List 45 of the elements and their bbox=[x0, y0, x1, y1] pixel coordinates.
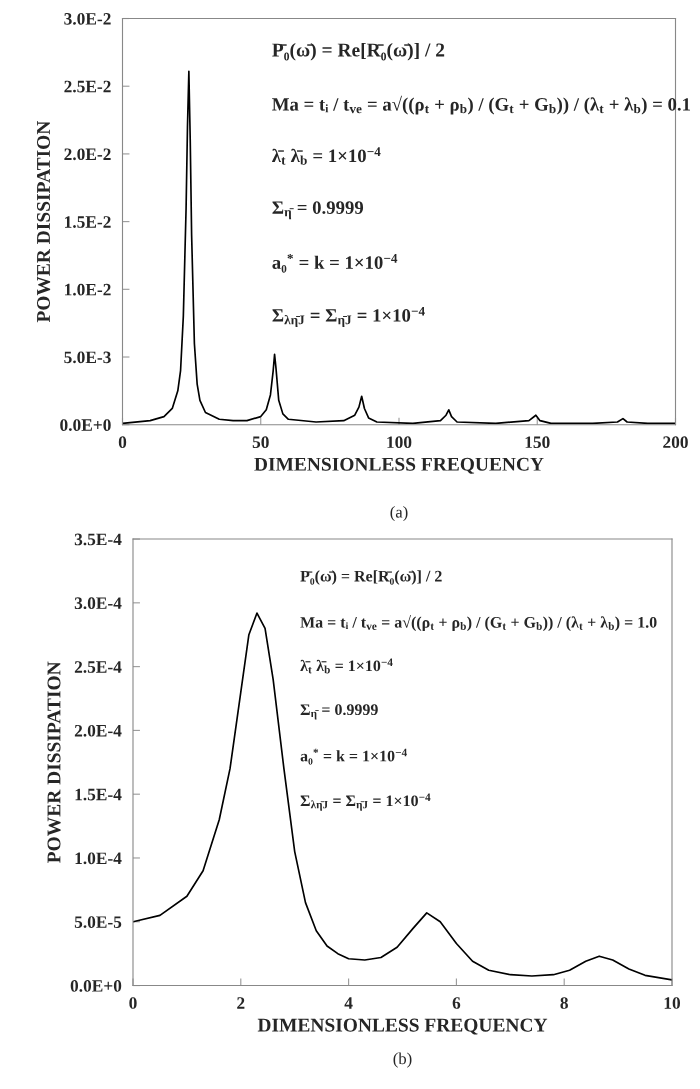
y-tick-label: 1.0E-4 bbox=[75, 852, 122, 865]
y-axis-title: POWER DISSIPATION bbox=[36, 120, 51, 323]
annotation: λ̄$_{t}$ λ̄$_{b}$ = 1×10$^{−4}$ bbox=[272, 147, 381, 165]
y-tick-label: 0.0E+0 bbox=[60, 419, 111, 431]
y-tick-label: 1.0E-2 bbox=[65, 283, 111, 296]
annotation: Σ$_{η̄}$ = 0.9999 bbox=[300, 704, 378, 720]
text: (a) bbox=[390, 505, 408, 522]
text: (b) bbox=[393, 1052, 412, 1068]
y-tick-label: 5.0E-5 bbox=[74, 916, 122, 929]
annotation: Σ$_{λη̄J}$ = Σ$_{η̄J}$ = 1×10$^{−4}$ bbox=[300, 793, 431, 811]
x-tick-label: 50 bbox=[252, 436, 269, 449]
y-tick-label: 5.0E-3 bbox=[64, 351, 111, 364]
y-tick-label: 0.0E+0 bbox=[70, 980, 122, 992]
y-tick-label: 2.5E-2 bbox=[64, 80, 111, 93]
x-axis-title: DIMENSIONLESS FREQUENCY bbox=[254, 457, 544, 474]
annotation: Σ$_{η̄}$ = 0.9999 bbox=[272, 201, 364, 220]
text: Ma = tᵢ / t$_{ve}$ = a√((ρ$_{t}$ + ρ$_{b}$) / (G$_{t}$ + G$_{b}$)) / (λ$_{t}$ + λ$_{b}$) = 1.0 bbox=[300, 614, 657, 631]
y-axis-title: POWER DISSIPATION bbox=[47, 661, 61, 863]
annotation: λ̄$_{t}$ λ̄$_{b}$ = 1×10$^{−4}$ bbox=[300, 658, 393, 674]
x-tick-label: 0 bbox=[118, 436, 127, 449]
y-tick-label: 3.0E-2 bbox=[64, 12, 111, 25]
annotation: P̄₀(ω̄) = Re[R̄₀(ω̄)] / 2 bbox=[300, 570, 442, 585]
y-tick-label: 2.5E-4 bbox=[74, 661, 122, 673]
y-tick-label: 1.5E-2 bbox=[65, 216, 111, 228]
y-tick-label: 3.5E-4 bbox=[74, 533, 122, 546]
x-tick-label: 10 bbox=[664, 997, 681, 1009]
text: Ma = tᵢ / t$_{ve}$ = a√((ρ$_{t}$ + ρ$_{b}$) / (G$_{t}$ + G$_{b}$)) / (λ$_{t}$ + λ$_{b}$) = 0.1 bbox=[272, 95, 691, 115]
x-tick-label: 0 bbox=[129, 997, 137, 1009]
line-series bbox=[133, 612, 672, 981]
x-tick-label: 2 bbox=[237, 997, 245, 1009]
x-tick-label: 100 bbox=[387, 436, 412, 449]
x-tick-label: 150 bbox=[525, 436, 550, 449]
y-tick-label: 2.0E-4 bbox=[74, 724, 122, 737]
annotation: a₀$^{*}$ = k = 1×10$^{−4}$ bbox=[300, 748, 407, 765]
annotation: Σ$_{λη̄J}$ = Σ$_{η̄J}$ = 1×10$^{−4}$ bbox=[272, 306, 425, 327]
x-tick-label: 8 bbox=[560, 997, 568, 1009]
x-axis-title: DIMENSIONLESS FREQUENCY bbox=[257, 1018, 548, 1035]
annotation: P̄₀(ω̄) = Re[R̄₀(ω̄)] / 2 bbox=[272, 42, 445, 61]
x-tick-label: 4 bbox=[344, 997, 353, 1009]
y-tick-label: 3.0E-4 bbox=[74, 597, 122, 610]
y-tick-label: 2.0E-2 bbox=[64, 148, 111, 161]
y-tick-label: 1.5E-4 bbox=[75, 788, 122, 801]
annotation: a₀$^{*}$ = k = 1×10$^{−4}$ bbox=[272, 254, 398, 273]
x-tick-label: 6 bbox=[452, 997, 461, 1009]
x-tick-label: 200 bbox=[663, 436, 688, 449]
